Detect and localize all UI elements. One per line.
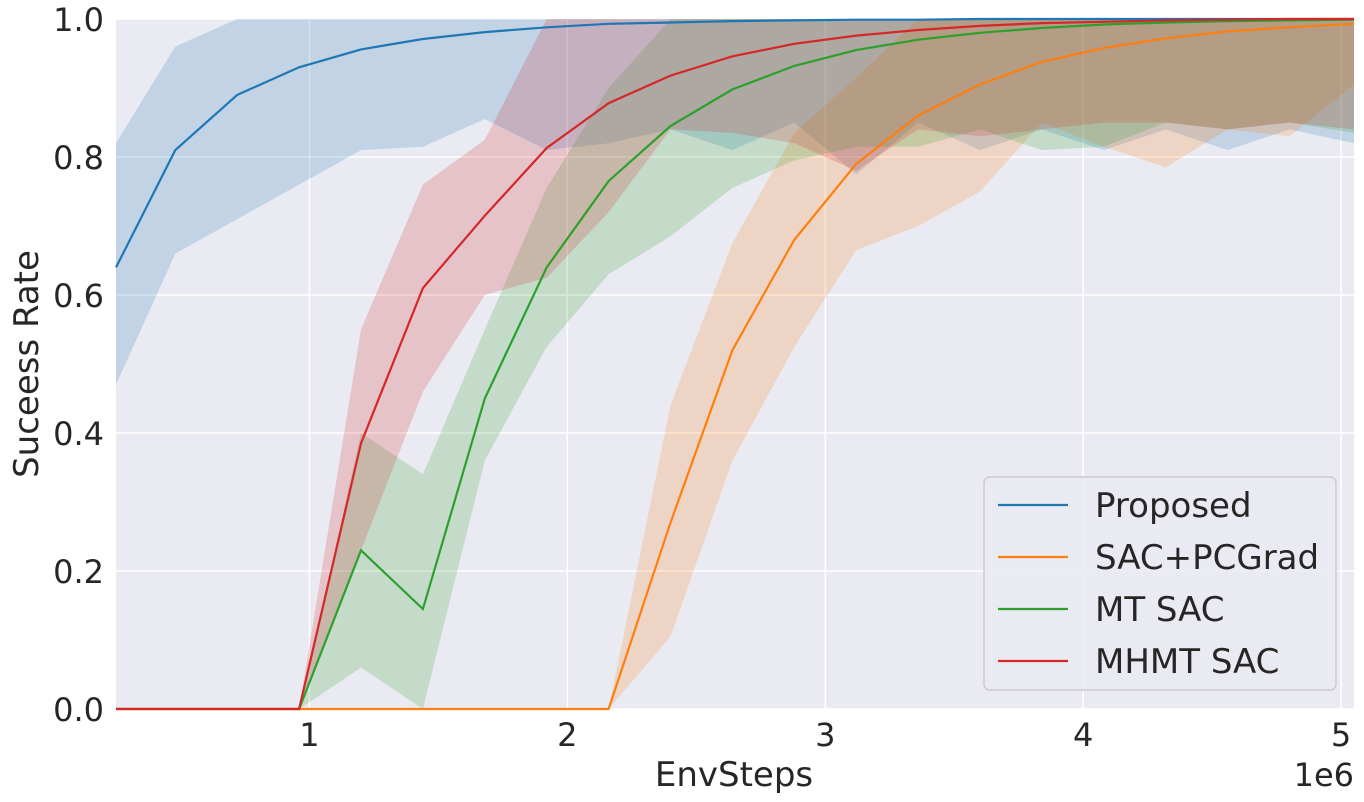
y-tick-label: 1.0 [53, 1, 104, 39]
legend-box [983, 476, 1337, 691]
band-sac-pcgrad [116, 19, 1354, 709]
x-tick-label: 3 [815, 716, 835, 754]
legend-label-mhmt-sac: MHMT SAC [1095, 642, 1279, 682]
band-mt-sac [116, 19, 1354, 709]
confidence-bands [116, 19, 1354, 709]
x-tick-label: 2 [557, 716, 577, 754]
legend: Proposed SAC+PCGrad MT SAC MHMT SAC [983, 476, 1337, 691]
y-tick-label: 0.4 [53, 415, 104, 453]
y-axis-label: Suceess Rate [7, 250, 47, 478]
y-tick-label: 0.0 [53, 691, 104, 729]
legend-label-sac-pcgrad: SAC+PCGrad [1095, 538, 1319, 578]
band-proposed [116, 19, 1354, 385]
y-axis-ticks: 0.0 0.2 0.4 0.6 0.8 1.0 [53, 1, 104, 729]
y-tick-label: 0.8 [53, 139, 104, 177]
x-tick-label: 4 [1073, 716, 1093, 754]
y-tick-label: 0.2 [53, 553, 104, 591]
x-tick-label: 1 [299, 716, 319, 754]
series-lines [115, 17, 1355, 711]
legend-items: Proposed SAC+PCGrad MT SAC MHMT SAC [998, 486, 1319, 682]
legend-label-mt-sac: MT SAC [1095, 590, 1225, 630]
x-axis-label: EnvSteps [655, 755, 813, 795]
series-line-mhmt-sac [116, 17, 1354, 711]
band-mhmt-sac [116, 19, 1354, 709]
legend-label-proposed: Proposed [1095, 486, 1252, 526]
y-tick-label: 0.6 [53, 277, 104, 315]
x-axis-offset-label: 1e6 [1294, 756, 1354, 794]
x-axis-ticks: 1 2 3 4 5 [299, 716, 1351, 754]
series-line-mt-sac [116, 18, 1355, 711]
series-line-sac-pcgrad [116, 22, 1355, 711]
x-tick-label: 5 [1331, 716, 1351, 754]
series-line-proposed [115, 17, 1354, 268]
